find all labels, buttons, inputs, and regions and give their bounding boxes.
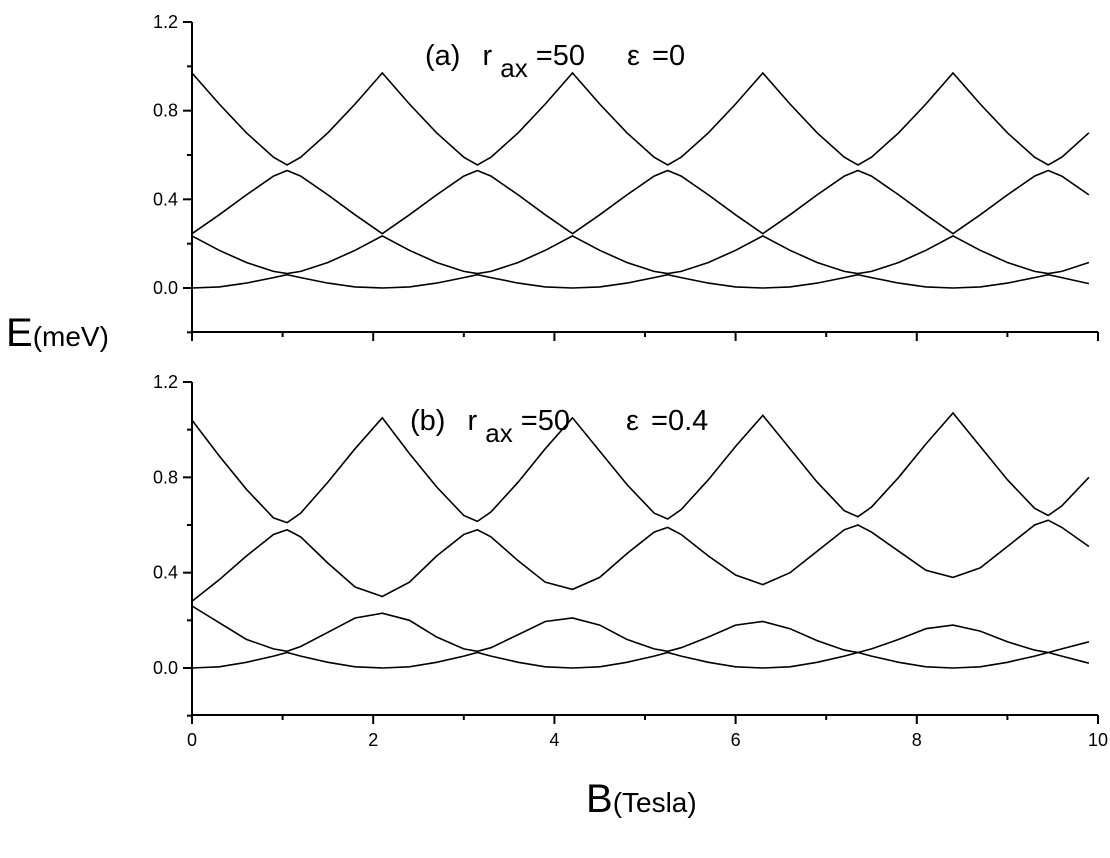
panel-b-eps-value: =0.4: [651, 405, 708, 437]
panel-b: 0.0 0.4 0.8 1.2 0 2 4 6 8 10 (b) r ax =50 ε =0.4: [153, 372, 1108, 750]
panel-a-r-symbol: r: [483, 40, 493, 72]
energy-level-curve-2: [191, 605, 1090, 654]
panel-b-eps-symbol: ε: [626, 405, 639, 437]
y-tick-label: 1.2: [153, 12, 178, 32]
energy-level-curve-1: [191, 273, 1090, 289]
panel-a: 0.0 0.4 0.8 1.2 (a) r ax =50 ε =0: [153, 12, 1099, 341]
panel-b-r-subscript: ax: [485, 418, 512, 448]
panel-a-eps-symbol: ε: [627, 40, 640, 72]
x-tick-label: 6: [731, 730, 741, 750]
panel-b-r-symbol: r: [468, 405, 478, 437]
x-tick-label: 4: [549, 730, 559, 750]
panel-b-annotation: (b) r ax =50 ε =0.4: [410, 405, 708, 449]
panel-a-r-value: =50: [536, 40, 585, 72]
y-tick-label: 0.0: [153, 278, 178, 298]
y-tick-label: 0.8: [153, 467, 178, 487]
y-tick-label: 0.4: [153, 563, 178, 583]
x-tick-label: 10: [1088, 730, 1108, 750]
x-axis-label-main: B: [586, 777, 613, 821]
energy-level-curve-3: [191, 519, 1090, 602]
y-tick-label: 0.8: [153, 101, 178, 121]
y-axis-label-unit: (meV): [33, 321, 109, 352]
panel-a-annotation: (a) r ax =50 ε =0: [425, 40, 685, 84]
y-axis-label: E(meV): [6, 311, 109, 355]
x-tick-label: 8: [912, 730, 922, 750]
panel-a-r-subscript: ax: [500, 53, 527, 83]
energy-level-curve-1: [191, 651, 1090, 669]
y-tick-label: 0.4: [153, 189, 178, 209]
panel-a-eps-value: =0: [652, 40, 685, 72]
panel-b-x-tick-labels: 0 2 4 6 8 10: [187, 730, 1108, 750]
panel-b-r-value: =50: [521, 405, 570, 437]
energy-level-curve-3: [191, 169, 1090, 235]
panel-a-y-tick-labels: 0.0 0.4 0.8 1.2: [153, 12, 178, 298]
y-tick-label: 0.0: [153, 658, 178, 678]
panel-a-curves: [191, 71, 1090, 289]
x-axis-label: B(Tesla): [586, 777, 697, 821]
energy-level-curve-2: [191, 234, 1090, 275]
y-tick-label: 1.2: [153, 372, 178, 392]
panel-b-curves: [191, 411, 1090, 669]
x-axis-label-unit: (Tesla): [613, 787, 697, 818]
y-axis-label-main: E: [6, 311, 33, 355]
energy-level-curve-4: [191, 411, 1090, 524]
panel-b-y-tick-labels: 0.0 0.4 0.8 1.2: [153, 372, 178, 678]
x-tick-label: 2: [368, 730, 378, 750]
energy-level-curve-4: [191, 71, 1090, 166]
panel-a-axes: [183, 21, 1099, 341]
panel-b-axes: [183, 381, 1099, 724]
panel-b-label: (b): [410, 405, 445, 437]
panel-a-label: (a): [425, 40, 460, 72]
x-tick-label: 0: [187, 730, 197, 750]
